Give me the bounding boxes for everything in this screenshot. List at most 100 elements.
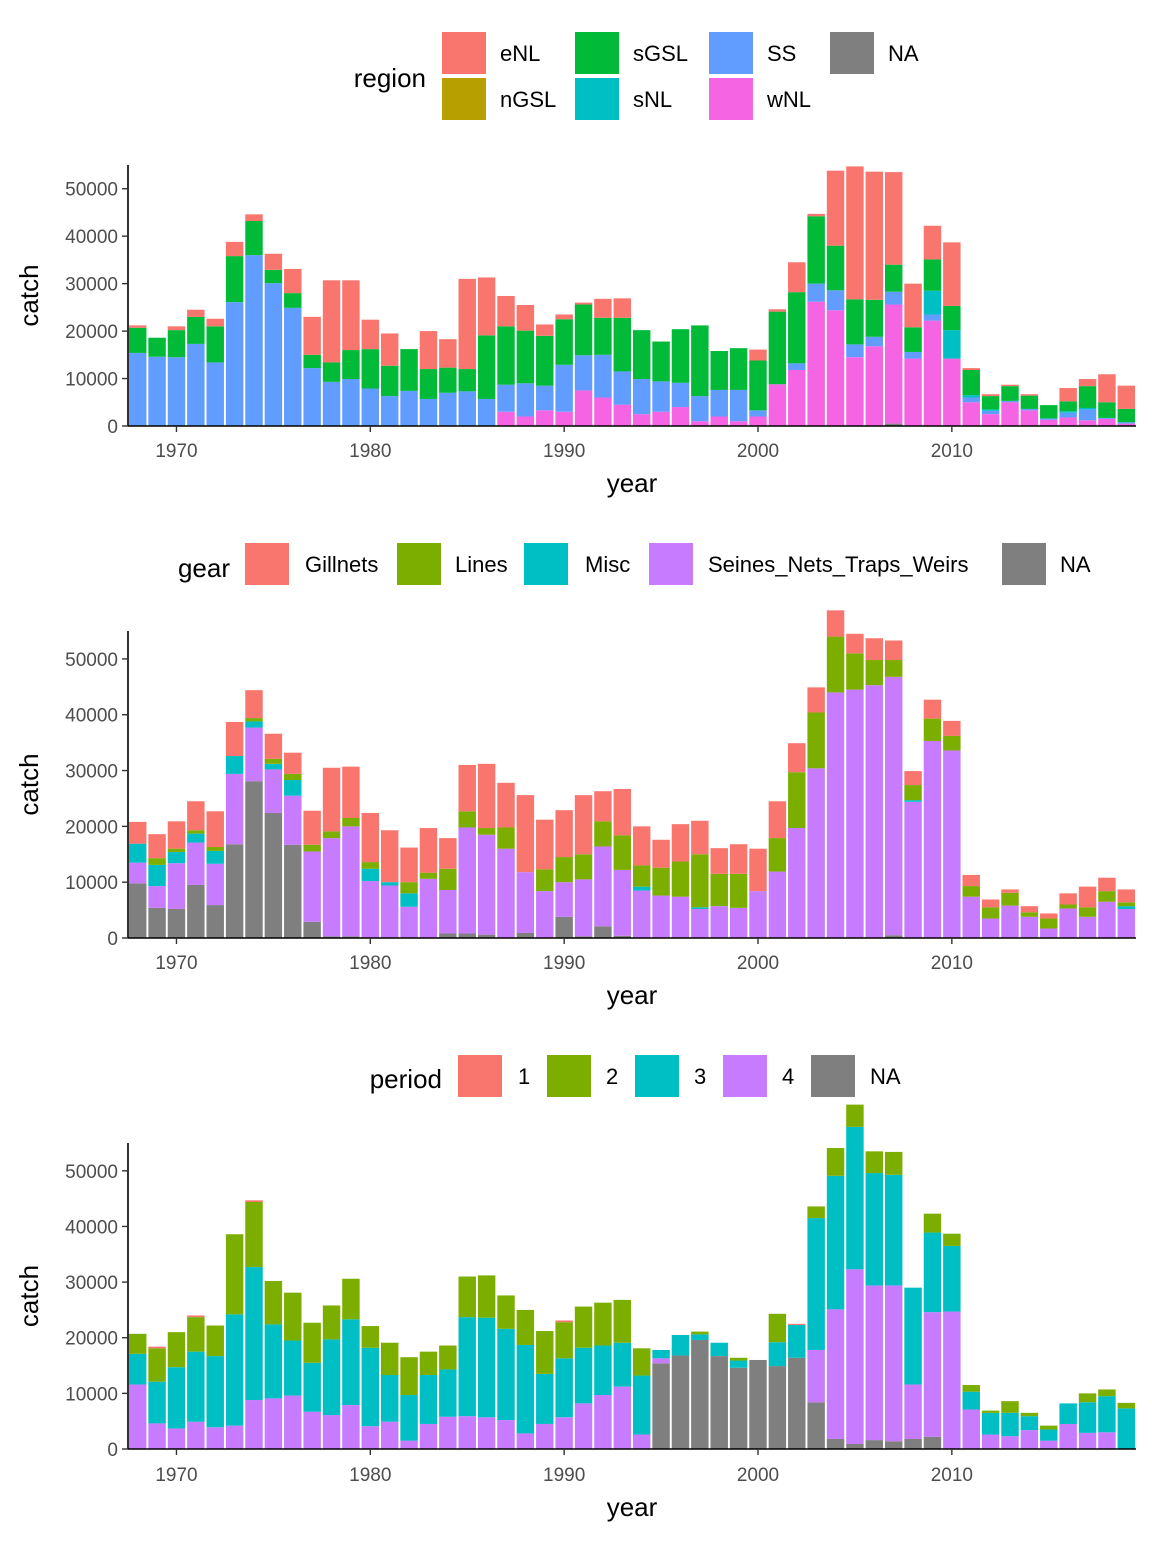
bar-SS-1985 (458, 391, 476, 426)
bar-2-1994 (632, 1348, 651, 1376)
bar-3-1991 (574, 1347, 593, 1404)
bar-Gillnets-1991 (574, 795, 593, 855)
bar-Gillnets-1983 (419, 828, 438, 873)
bar-NA-1988 (516, 932, 535, 938)
bar-3-2014 (1020, 1416, 1039, 1431)
bar-3-1987 (497, 1328, 515, 1421)
bar-3-1970 (167, 1367, 186, 1429)
bar-Gillnets-1992 (594, 791, 612, 822)
bar-wNL-1988 (516, 416, 535, 426)
bar-Gillnets-1989 (536, 819, 554, 870)
bar-sGSL-1972 (206, 326, 224, 363)
bar-Misc-1980 (361, 868, 380, 882)
bar-SS-2007 (884, 291, 903, 305)
bar-2-1975 (264, 1280, 283, 1325)
bar-eNL-1988 (516, 304, 535, 331)
bar-2-2006 (865, 1151, 884, 1174)
bar-sGSL-1995 (652, 341, 670, 382)
legend-key-3 (635, 1055, 679, 1097)
bar-Misc-1968 (128, 843, 147, 863)
bar-SS-1968 (128, 352, 147, 426)
bar-wNL-1993 (613, 404, 632, 426)
bar-SS-1979 (342, 379, 360, 426)
gear-panel: gear Gillnets Lines Misc Seines_Nets_Traps_W… (14, 543, 1136, 1010)
bar-2-1977 (303, 1322, 321, 1363)
bar-3-2002 (788, 1324, 806, 1358)
bar-4-2011 (962, 1409, 980, 1449)
bar-Lines-2007 (884, 660, 903, 677)
bar-wNL-2019 (1117, 423, 1136, 426)
bar-Seines_Nets_Traps_Weirs-2005 (846, 689, 864, 938)
bar-SS-1986 (477, 398, 496, 426)
bar-Gillnets-2014 (1020, 906, 1039, 913)
bar-Lines-2010 (943, 735, 961, 751)
bar-sGSL-1993 (613, 317, 632, 372)
bar-Lines-2018 (1098, 891, 1116, 902)
legend-label-eNL: eNL (500, 41, 540, 66)
bar-Seines_Nets_Traps_Weirs-1990 (555, 882, 573, 917)
bar-Lines-1969 (148, 858, 166, 865)
bar-SS-1977 (303, 368, 321, 426)
bar-Lines-1993 (613, 835, 632, 870)
bar-Seines_Nets_Traps_Weirs-1976 (284, 795, 302, 845)
bar-NA-1971 (187, 884, 205, 938)
bar-4-2005 (846, 1269, 864, 1444)
bar-eNL-1977 (303, 316, 321, 355)
bar-Seines_Nets_Traps_Weirs-1986 (477, 834, 496, 935)
bar-sGSL-1986 (477, 335, 496, 399)
y-tick-label: 10000 (65, 1384, 118, 1405)
bar-sGSL-2001 (768, 311, 787, 385)
bar-sGSL-1973 (225, 256, 244, 303)
bar-Lines-1978 (322, 831, 341, 839)
bar-Seines_Nets_Traps_Weirs-1971 (187, 842, 205, 885)
bar-sGSL-1989 (536, 335, 554, 386)
bar-2-2013 (1001, 1401, 1019, 1413)
bar-1-1969 (148, 1346, 166, 1349)
bar-Gillnets-1973 (225, 721, 244, 757)
bar-Gillnets-1995 (652, 839, 670, 868)
bar-eNL-2018 (1098, 374, 1116, 403)
bar-sGSL-2018 (1098, 402, 1116, 418)
bar-4-2009 (923, 1312, 942, 1437)
bar-Gillnets-1999 (729, 844, 748, 874)
bar-Misc-2008 (904, 800, 922, 802)
bar-Gillnets-1968 (128, 821, 147, 844)
bar-NA-2008 (904, 1438, 922, 1449)
bar-wNL-2018 (1098, 418, 1116, 426)
bar-Seines_Nets_Traps_Weirs-2011 (962, 896, 980, 938)
bar-Gillnets-2016 (1059, 893, 1077, 905)
x-tick-label: 2000 (737, 1465, 779, 1486)
bar-2-2004 (826, 1148, 845, 1176)
bar-eNL-1984 (439, 339, 457, 368)
bar-NA-1977 (303, 921, 321, 938)
bar-sGSL-2013 (1001, 386, 1019, 401)
bar-wNL-1989 (536, 410, 554, 426)
bar-3-2004 (826, 1175, 845, 1310)
bar-SS-1991 (574, 355, 593, 391)
bar-Lines-2008 (904, 785, 922, 801)
bar-4-2017 (1078, 1432, 1097, 1449)
bar-eNL-1983 (419, 331, 438, 370)
bar-wNL-2012 (981, 414, 1000, 426)
legend-key-Seines_Nets_Traps_Weirs (649, 543, 693, 585)
bar-3-1969 (148, 1381, 166, 1424)
bar-NA-2007 (884, 1441, 903, 1449)
bar-sGSL-1976 (284, 293, 302, 308)
bar-Lines-2016 (1059, 904, 1077, 909)
bar-Seines_Nets_Traps_Weirs-1985 (458, 827, 476, 934)
bar-Lines-1989 (536, 869, 554, 892)
y-tick-label: 20000 (65, 322, 118, 343)
bar-eNL-2006 (865, 171, 884, 300)
bar-Seines_Nets_Traps_Weirs-1991 (574, 879, 593, 937)
bar-3-1994 (632, 1375, 651, 1435)
legend-label-sNL: sNL (633, 87, 672, 112)
bar-SS-2016 (1059, 412, 1077, 418)
bar-NA-2009 (923, 1436, 942, 1449)
bar-3-1985 (458, 1317, 476, 1417)
bar-eNL-2009 (923, 225, 942, 260)
legend-key-nGSL (442, 78, 486, 120)
x-tick-label: 1990 (543, 1465, 585, 1486)
legend-key-eNL (442, 32, 486, 74)
